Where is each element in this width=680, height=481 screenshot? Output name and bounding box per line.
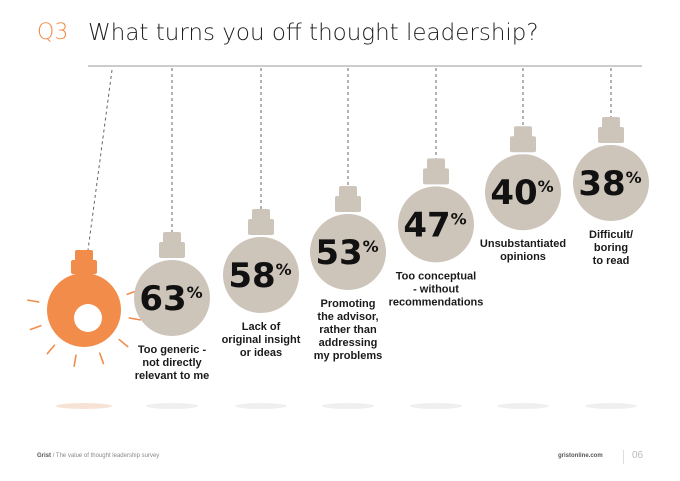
category-label: Lack of [242, 321, 281, 333]
bulb-icon [134, 260, 210, 336]
bulb-shadow [410, 403, 462, 409]
bulb-icon [573, 145, 649, 221]
bulb-neck [423, 168, 449, 185]
bulb-cap [339, 186, 357, 198]
question-number: Q3 [37, 20, 69, 45]
footer-url[interactable]: gristonline.com [558, 453, 603, 459]
bulb-neck [248, 219, 274, 235]
category-label: or ideas [240, 347, 282, 359]
bulb-cap [602, 117, 620, 129]
bulb-cap [163, 232, 181, 244]
footer-divider [623, 450, 624, 464]
unit-label: % [451, 209, 467, 228]
unit-label: % [187, 283, 203, 302]
bulb-neck [335, 196, 361, 212]
category-label: recommendations [389, 296, 484, 308]
unit-label: % [276, 260, 292, 279]
category-label: Too generic - [138, 344, 207, 356]
category-label: boring [594, 242, 628, 254]
bulb-icon [398, 186, 474, 263]
bulb-shadow [235, 403, 287, 409]
lit-bulb-icon [27, 69, 141, 409]
unit-label: % [538, 177, 554, 196]
bulb-shadow [322, 403, 374, 409]
bulb-icon [310, 214, 386, 290]
page-number: 06 [632, 450, 644, 461]
category-label: the advisor, [317, 311, 378, 323]
bulb-shadow [585, 403, 637, 409]
category-label: - without [413, 283, 459, 295]
category-label: my problems [314, 350, 382, 362]
unit-label: % [626, 168, 642, 187]
category-label: original insight [222, 334, 301, 346]
page-title: What turns you off thought leadership? [88, 20, 539, 46]
category-label: opinions [500, 251, 546, 263]
bulb-mark: 47%Too conceptual- withoutrecommendation… [389, 68, 484, 409]
bulb-cap [514, 126, 532, 139]
bulb-neck [510, 136, 536, 153]
bulb-cap [252, 209, 270, 221]
bulb-neck [598, 127, 624, 143]
bulb-neck [159, 242, 185, 258]
bulb-cap [427, 158, 445, 171]
category-label: Unsubstantiated [480, 238, 566, 250]
category-label: not directly [142, 357, 202, 369]
category-label: relevant to me [135, 370, 210, 382]
category-label: to read [593, 255, 630, 267]
bulb-shadow [146, 403, 198, 409]
bulb-icon [485, 154, 561, 231]
footer-brand: Grist [37, 453, 52, 459]
unit-label: % [363, 237, 379, 256]
category-label: addressing [319, 337, 378, 349]
category-label: rather than [319, 324, 377, 336]
footer-subtitle: / The value of thought leadership survey [52, 453, 160, 459]
category-label: Difficult/ [589, 229, 633, 241]
category-label: Promoting [321, 298, 376, 310]
category-label: Too conceptual [396, 270, 476, 282]
bulb-icon [223, 237, 299, 313]
bulb-shadow [497, 403, 549, 409]
footer-credit: Grist / The value of thought leadership … [37, 453, 159, 459]
